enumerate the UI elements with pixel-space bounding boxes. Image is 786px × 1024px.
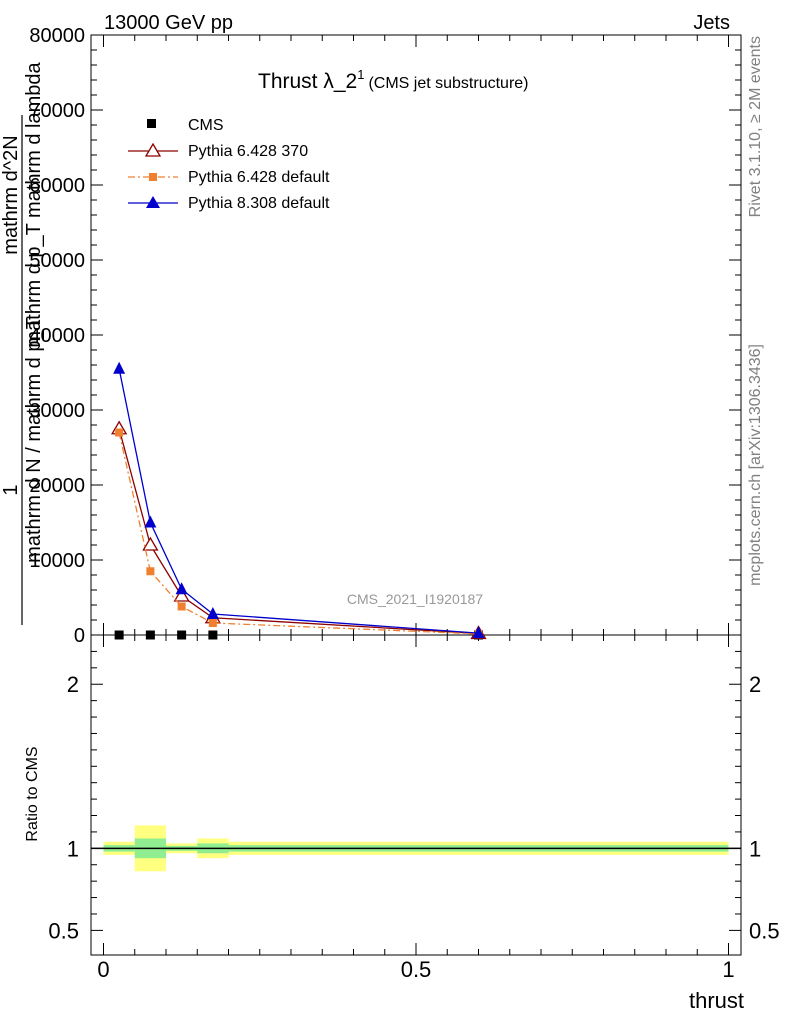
main-ytick-label: 0	[74, 625, 85, 647]
main-ytick-label: 10000	[29, 550, 85, 572]
legend-marker-cms	[147, 119, 156, 128]
data-point-pythia-8-308-default	[113, 361, 126, 374]
legend-label-py6-370: Pythia 6.428 370	[188, 143, 308, 160]
ratio-ytick-label-right: 0.5	[749, 918, 780, 943]
ratio-ytick-label-right: 2	[749, 672, 761, 697]
main-ytick-label: 30000	[29, 400, 85, 422]
main-series-group	[110, 361, 487, 640]
data-point-cms	[145, 630, 155, 640]
rivet-label: Rivet 3.1.10, ≥ 2M events	[747, 36, 764, 217]
data-point-cms	[208, 630, 218, 640]
ratio-ytick-label-right: 1	[749, 836, 761, 861]
ratio-axis-ticks: 0.5 0.5 1 1 2 2 0 0.5 1	[48, 635, 780, 982]
main-ytick-label: 80000	[29, 25, 85, 47]
main-ylabel-line-3: mathrm d^2N	[0, 135, 22, 254]
mcplots-label: mcplots.cern.ch [arXiv:1306.3436]	[747, 344, 764, 586]
header-right: Jets	[693, 12, 730, 34]
main-ylabel: 1 mathrm d N / mathrm d p_T mathrm d^2N …	[0, 61, 45, 625]
main-ytick-label: 50000	[29, 250, 85, 272]
analysis-watermark: CMS_2021_I1920187	[347, 591, 483, 607]
data-point-cms	[114, 630, 124, 640]
legend-marker-py8-default	[146, 196, 160, 208]
data-point-pythia-8-308-default	[144, 515, 157, 528]
data-point-pythia-6-428-370	[142, 536, 159, 551]
legend-label-cms: CMS	[188, 117, 224, 134]
ratio-panel-frame	[90, 634, 742, 956]
ratio-xtick-label: 1	[722, 957, 734, 982]
ratio-xtick-label: 0	[97, 957, 109, 982]
legend: CMS Pythia 6.428 370 Pythia 6.428 defaul…	[128, 117, 330, 212]
main-ytick-label: 70000	[29, 100, 85, 122]
data-point-pythia-8-308-default	[206, 607, 219, 619]
main-ylabel-line-2: mathrm d N / mathrm d p_T	[23, 317, 45, 563]
main-ytick-label: 20000	[29, 475, 85, 497]
chart-subtitle: (CMS jet substructure)	[368, 75, 528, 92]
ratio-ylabel: Ratio to CMS	[24, 746, 41, 841]
ratio-ytick-label-left: 0.5	[48, 918, 79, 943]
data-point-pythia-6-428-default	[146, 567, 155, 576]
legend-label-py6-default: Pythia 6.428 default	[188, 169, 330, 186]
main-ytick-label: 60000	[29, 175, 85, 197]
ratio-ytick-label-left: 2	[67, 672, 79, 697]
legend-marker-py6-default	[149, 173, 157, 181]
main-ylabel-line-4: mathrm d p_T mathrm d lambda	[23, 61, 45, 347]
chart-title-main: Thrust λ_2	[258, 70, 357, 93]
data-point-pythia-6-428-default	[115, 428, 124, 437]
data-point-cms	[177, 630, 187, 640]
main-ylabel-line-1: 1	[0, 484, 22, 495]
series-line-pythia-6-428-default	[118, 432, 479, 635]
x-axis-label: thrust	[689, 988, 744, 1013]
data-point-pythia-8-308-default	[472, 626, 485, 639]
chart-title-sup: 1	[357, 67, 364, 82]
main-ytick-label: 40000	[29, 325, 85, 347]
main-axis-ticks: 0 10000 20000 30000 40000 50000 60000 70000 8000…	[29, 25, 741, 647]
ratio-xtick-label: 0.5	[401, 957, 432, 982]
legend-label-py8-default: Pythia 8.308 default	[188, 195, 330, 212]
legend-marker-py6-370	[144, 142, 162, 157]
header-left: 13000 GeV pp	[104, 12, 233, 34]
ratio-ytick-label-left: 1	[67, 836, 79, 861]
data-point-pythia-6-428-default	[177, 602, 186, 611]
data-point-pythia-6-428-default	[208, 619, 217, 627]
data-point-pythia-6-428-370	[173, 587, 190, 602]
chart-title: Thrust λ_21 (CMS jet substructure)	[258, 67, 529, 93]
data-point-pythia-8-308-default	[175, 582, 188, 595]
